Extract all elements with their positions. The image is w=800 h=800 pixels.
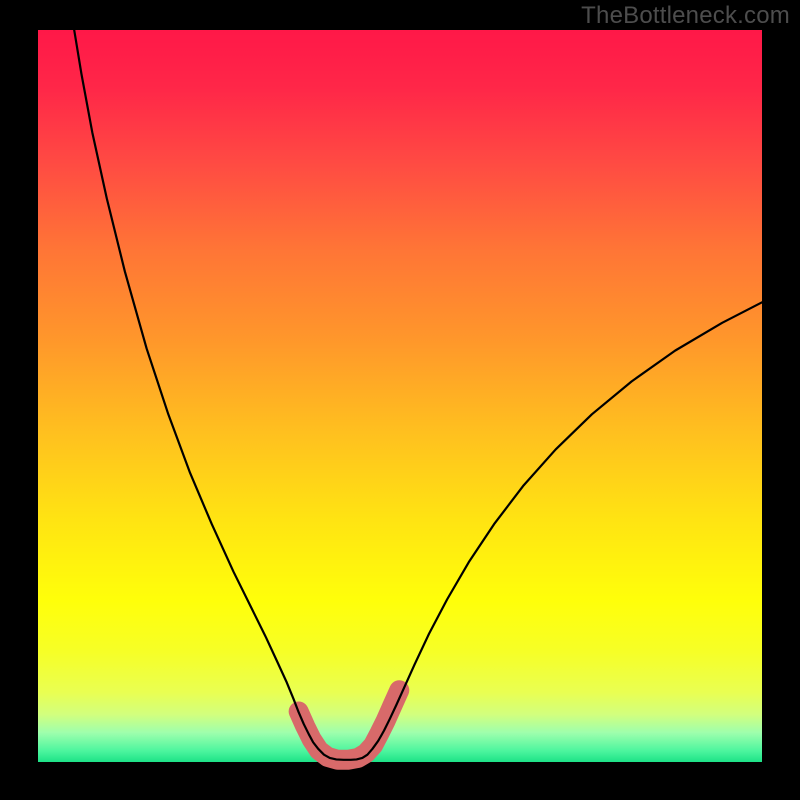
- watermark-text: TheBottleneck.com: [581, 2, 790, 30]
- plot-gradient-area: [38, 30, 762, 762]
- chart-container: TheBottleneck.com: [0, 0, 800, 800]
